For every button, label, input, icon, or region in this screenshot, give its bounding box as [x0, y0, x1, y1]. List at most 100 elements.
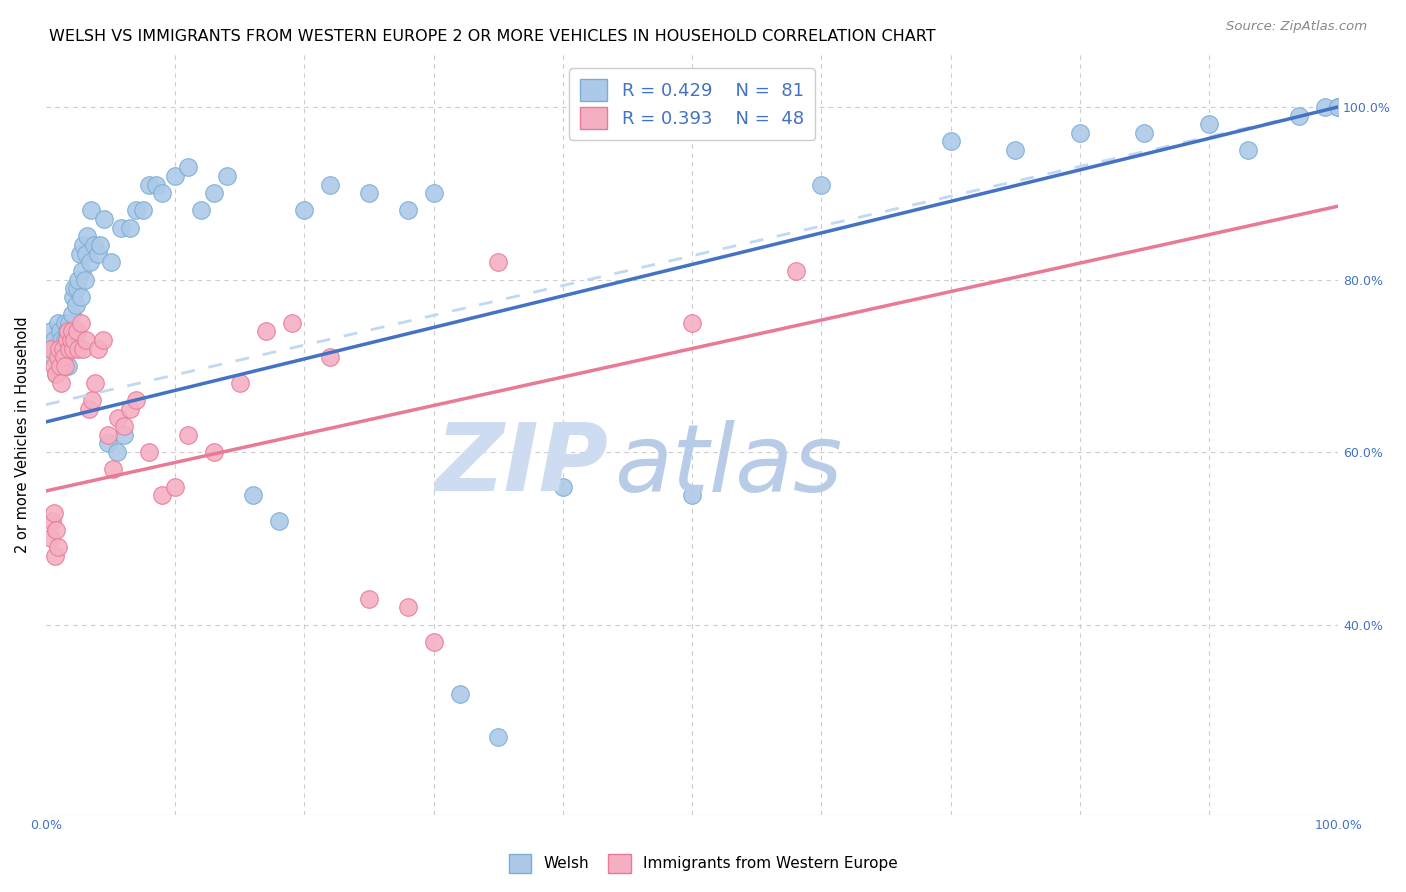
Point [82, 393, 104, 408]
Point [202, 445, 225, 459]
Y-axis label: 2 or more Vehicles in Household: 2 or more Vehicles in Household [15, 317, 30, 553]
Point [66, 324, 89, 338]
Point [55, 324, 77, 338]
Point [55, 342, 77, 356]
Point [69, 246, 91, 260]
Point [150, 186, 173, 201]
Point [97, 427, 120, 442]
Point [48, 342, 70, 356]
Point [58, 342, 80, 356]
Point [125, 393, 148, 408]
Point [51, 350, 73, 364]
Point [53, 350, 76, 364]
Point [53, 359, 76, 373]
Point [62, 342, 84, 356]
Point [486, 730, 509, 744]
Point [56, 333, 79, 347]
Point [1236, 143, 1258, 157]
Point [785, 264, 807, 278]
Point [44, 342, 66, 356]
Point [53, 316, 76, 330]
Point [319, 350, 342, 364]
Point [1288, 109, 1310, 123]
Point [53, 342, 76, 356]
Point [63, 324, 86, 338]
Point [1198, 117, 1220, 131]
Point [165, 169, 187, 183]
Point [86, 342, 108, 356]
Point [294, 203, 316, 218]
Point [38, 342, 60, 356]
Text: Source: ZipAtlas.com: Source: ZipAtlas.com [1226, 20, 1367, 33]
Point [45, 523, 67, 537]
Point [51, 333, 73, 347]
Point [45, 368, 67, 382]
Point [422, 635, 444, 649]
Point [72, 342, 94, 356]
Point [681, 316, 703, 330]
Point [52, 342, 75, 356]
Point [75, 246, 97, 260]
Text: WELSH VS IMMIGRANTS FROM WESTERN EUROPE 2 OR MORE VEHICLES IN HOUSEHOLD CORRELAT: WELSH VS IMMIGRANTS FROM WESTERN EUROPE … [49, 29, 936, 44]
Point [202, 186, 225, 201]
Point [93, 212, 115, 227]
Point [51, 376, 73, 390]
Point [242, 488, 264, 502]
Point [118, 401, 141, 416]
Point [45, 368, 67, 382]
Point [46, 540, 69, 554]
Point [80, 203, 103, 218]
Legend: R = 0.429    N =  81, R = 0.393    N =  48: R = 0.429 N = 81, R = 0.393 N = 48 [569, 68, 815, 140]
Point [39, 342, 62, 356]
Point [1004, 143, 1026, 157]
Point [357, 186, 380, 201]
Point [112, 419, 135, 434]
Point [66, 281, 89, 295]
Point [100, 255, 122, 269]
Point [42, 506, 65, 520]
Point [63, 333, 86, 347]
Point [112, 427, 135, 442]
Point [53, 333, 76, 347]
Point [48, 342, 70, 356]
Point [267, 514, 290, 528]
Point [63, 281, 86, 295]
Point [39, 324, 62, 338]
Point [280, 316, 302, 330]
Point [77, 401, 100, 416]
Point [681, 488, 703, 502]
Point [44, 549, 66, 563]
Point [59, 333, 82, 347]
Point [67, 342, 90, 356]
Point [1327, 100, 1350, 114]
Point [62, 290, 84, 304]
Point [319, 178, 342, 192]
Point [215, 169, 238, 183]
Point [97, 436, 120, 450]
Point [422, 186, 444, 201]
Point [1133, 126, 1156, 140]
Point [72, 238, 94, 252]
Point [70, 264, 93, 278]
Point [70, 316, 93, 330]
Point [396, 203, 419, 218]
Text: atlas: atlas [614, 420, 842, 511]
Point [42, 359, 65, 373]
Point [107, 410, 129, 425]
Point [254, 324, 277, 338]
Point [145, 178, 167, 192]
Point [939, 135, 962, 149]
Point [125, 203, 148, 218]
Point [165, 480, 187, 494]
Point [105, 445, 128, 459]
Text: ZIP: ZIP [436, 419, 609, 511]
Point [70, 290, 93, 304]
Point [46, 350, 69, 364]
Point [58, 342, 80, 356]
Point [49, 324, 72, 338]
Point [138, 445, 160, 459]
Point [357, 591, 380, 606]
Point [59, 324, 82, 338]
Point [75, 333, 97, 347]
Point [1069, 126, 1091, 140]
